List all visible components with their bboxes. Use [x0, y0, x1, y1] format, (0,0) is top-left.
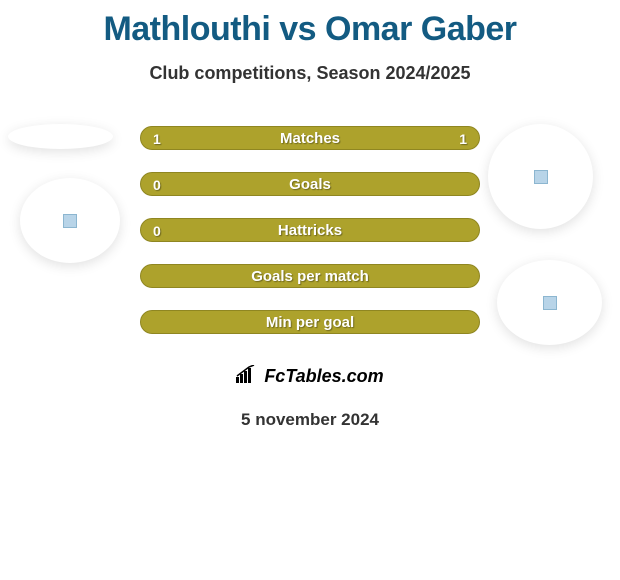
brand-box: FcTables.com	[202, 354, 418, 398]
stat-bar: Min per goal	[140, 310, 480, 334]
stat-bar-label: Goals per match	[141, 265, 479, 289]
stat-bar-label: Min per goal	[141, 311, 479, 335]
stat-bar-label: Hattricks	[141, 219, 479, 243]
stat-bar: Matches1 1	[140, 126, 480, 150]
page-title: Mathlouthi vs Omar Gaber	[0, 0, 620, 49]
image-placeholder-icon	[534, 170, 548, 184]
stat-bar-left-value: 1	[153, 127, 161, 151]
stat-bar-right-value: 1	[459, 127, 467, 151]
stat-bar-left-value: 0	[153, 173, 161, 197]
stat-bars: Matches11Goals0Hattricks0Goals per match…	[140, 126, 480, 356]
date-label: 5 november 2024	[0, 410, 620, 430]
brand-text: FcTables.com	[264, 366, 383, 387]
subtitle: Club competitions, Season 2024/2025	[0, 63, 620, 84]
stat-bar-left-value: 0	[153, 219, 161, 243]
decorative-circle	[497, 260, 602, 345]
stat-bar-label: Goals	[141, 173, 479, 197]
decorative-ellipse	[8, 124, 113, 149]
stat-bar: Goals0	[140, 172, 480, 196]
stat-bar: Hattricks0	[140, 218, 480, 242]
brand-chart-icon	[236, 365, 258, 388]
decorative-circle	[20, 178, 120, 263]
decorative-circle	[488, 124, 593, 229]
image-placeholder-icon	[543, 296, 557, 310]
stat-bar: Goals per match	[140, 264, 480, 288]
image-placeholder-icon	[63, 214, 77, 228]
stat-bar-label: Matches	[141, 127, 479, 151]
